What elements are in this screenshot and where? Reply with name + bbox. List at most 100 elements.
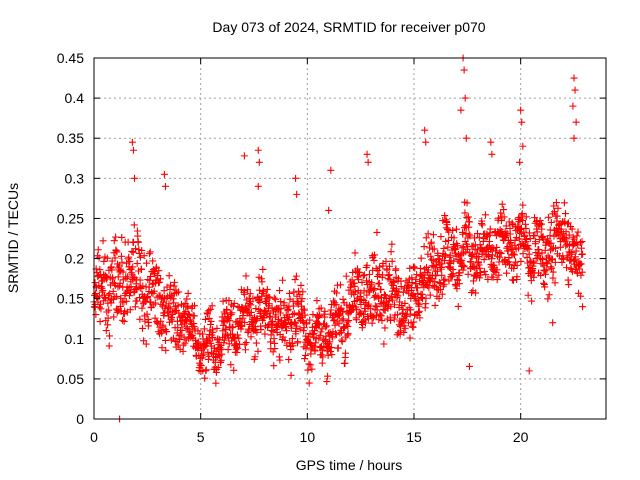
data-point (560, 199, 568, 207)
x-tick-label: 5 (197, 429, 205, 445)
data-point (541, 270, 549, 278)
data-point (533, 228, 541, 236)
data-point (233, 331, 241, 339)
data-point (364, 158, 372, 166)
data-point (184, 303, 192, 311)
data-point (517, 257, 525, 265)
data-point (270, 362, 278, 370)
data-point (128, 247, 136, 255)
data-point (562, 228, 570, 236)
data-point (353, 305, 361, 313)
data-point (536, 217, 544, 225)
data-point (151, 314, 159, 322)
data-point (429, 231, 437, 239)
data-point (298, 295, 306, 303)
data-point (578, 238, 586, 246)
data-point (462, 230, 470, 238)
data-point (201, 315, 209, 323)
data-point (182, 323, 190, 331)
data-point (488, 255, 496, 263)
data-point (338, 338, 346, 346)
data-point (363, 150, 371, 158)
data-point (475, 261, 483, 269)
x-tick-label: 10 (300, 429, 316, 445)
data-point (101, 293, 109, 301)
data-point (99, 277, 107, 285)
data-point (285, 356, 293, 364)
data-point (478, 221, 486, 229)
data-point (573, 232, 581, 240)
data-point (99, 237, 107, 245)
data-point (316, 332, 324, 340)
data-point (393, 293, 401, 301)
data-point (316, 312, 324, 320)
data-point (158, 329, 166, 337)
y-tick-label: 0.1 (65, 331, 85, 347)
data-point (293, 322, 301, 330)
data-point (422, 138, 430, 146)
data-point (313, 297, 321, 305)
data-point (375, 295, 383, 303)
data-point (138, 246, 146, 254)
data-point (112, 233, 120, 241)
data-point (300, 324, 308, 332)
data-point (406, 334, 414, 342)
data-point (242, 272, 250, 280)
data-point (270, 294, 278, 302)
data-point (108, 257, 116, 265)
data-point (379, 271, 387, 279)
data-point (385, 297, 393, 305)
data-point (261, 330, 269, 338)
data-point (385, 271, 393, 279)
data-point (562, 242, 570, 250)
data-point (344, 322, 352, 330)
data-point (198, 354, 206, 362)
data-point (408, 279, 416, 287)
data-point (551, 208, 559, 216)
data-point (280, 299, 288, 307)
data-point (509, 250, 517, 258)
data-point (440, 257, 448, 265)
data-point (547, 263, 555, 271)
data-point (214, 363, 222, 371)
data-point (101, 294, 109, 302)
data-point (511, 251, 519, 259)
x-tick-label: 20 (513, 429, 529, 445)
data-point (441, 252, 449, 260)
data-point (145, 318, 153, 326)
data-point (429, 282, 437, 290)
data-point (238, 322, 246, 330)
data-point (323, 322, 331, 330)
data-point (268, 304, 276, 312)
data-point (201, 374, 209, 382)
data-point (326, 338, 334, 346)
data-point (337, 304, 345, 312)
data-point (420, 243, 428, 251)
plot-frame (93, 57, 607, 420)
data-point (453, 242, 461, 250)
data-point (481, 211, 489, 219)
data-point (503, 229, 511, 237)
data-point (105, 306, 113, 314)
data-point (432, 272, 440, 280)
data-point (482, 271, 490, 279)
data-point (134, 238, 142, 246)
data-point (126, 306, 134, 314)
data-point (253, 314, 261, 322)
data-point (94, 246, 102, 254)
data-point (126, 258, 134, 266)
data-point (387, 248, 395, 256)
data-point (467, 251, 475, 259)
data-point (129, 248, 137, 256)
data-point (183, 295, 191, 303)
data-point (260, 287, 268, 295)
data-point (279, 276, 287, 284)
data-point (573, 269, 581, 277)
data-point (449, 270, 457, 278)
data-point (531, 232, 539, 240)
data-point (435, 279, 443, 287)
data-point (104, 314, 112, 322)
data-point (211, 344, 219, 352)
data-point (117, 294, 125, 302)
data-point (146, 276, 154, 284)
